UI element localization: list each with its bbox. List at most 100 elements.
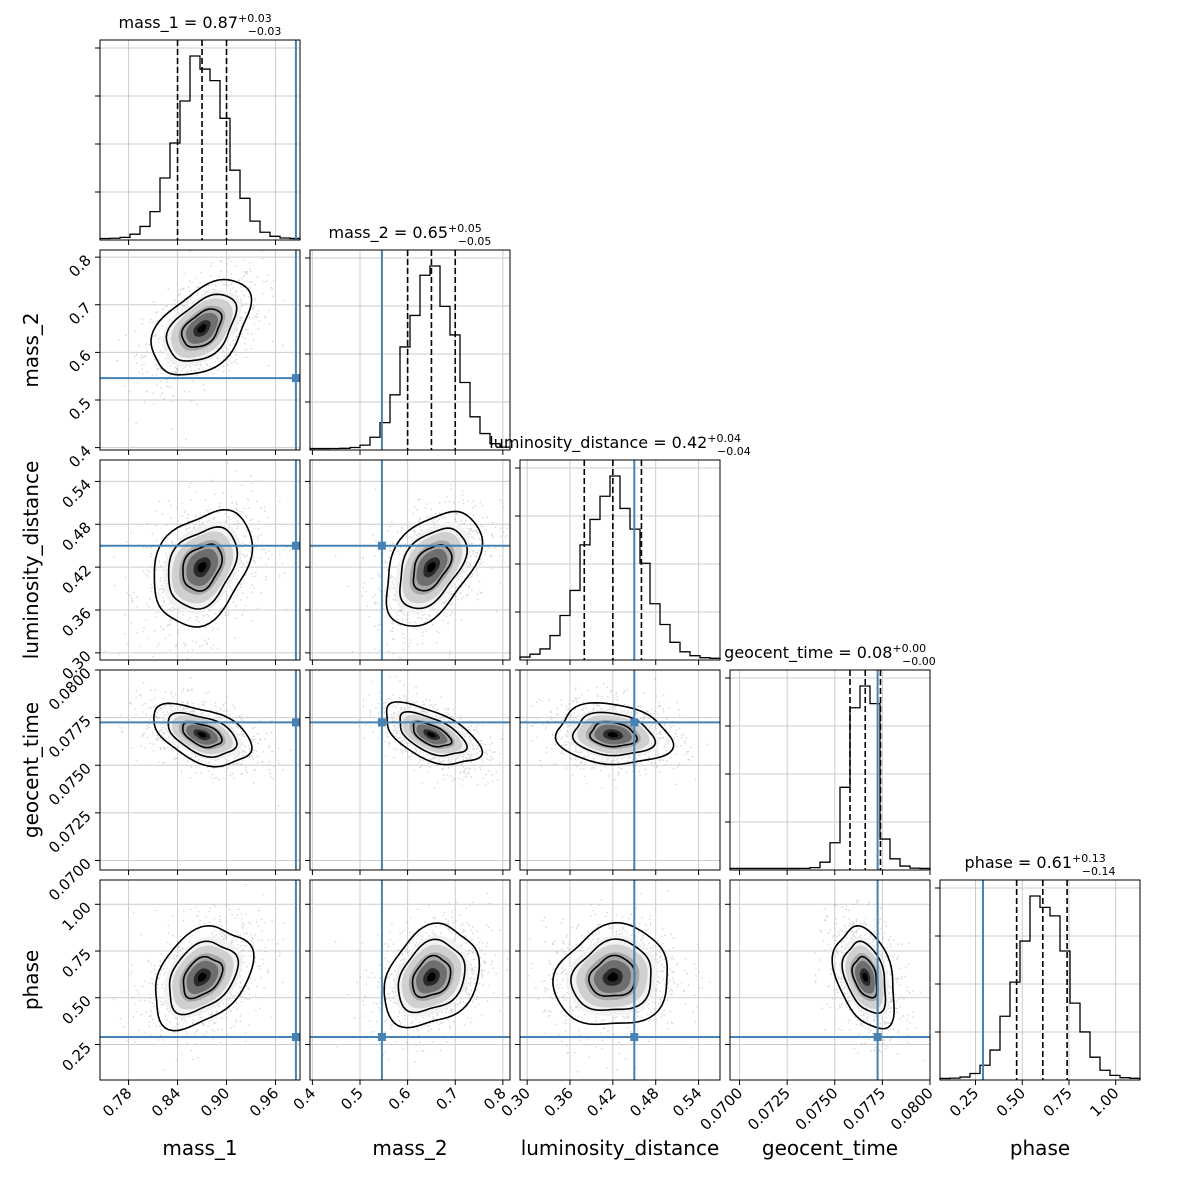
contour-2	[167, 712, 238, 759]
title-main: mass_2 = 0.65	[329, 223, 448, 243]
panel-background	[940, 880, 1140, 1080]
title-main: luminosity_distance = 0.42	[489, 433, 707, 453]
histogram-title: mass_2 = 0.65+0.05 −0.05	[329, 222, 492, 248]
density-peak	[427, 562, 436, 573]
panel-content	[520, 880, 720, 1080]
contour-2	[570, 938, 652, 1012]
density-peak	[197, 732, 207, 738]
title-minus: −0.03	[248, 25, 282, 38]
density-peak	[607, 731, 619, 738]
x-tick-label: 0.0700	[697, 1084, 747, 1134]
density-peak	[607, 972, 618, 982]
x-tick-label: 0.0800	[887, 1084, 937, 1134]
truth-marker	[377, 541, 386, 550]
panel-background	[520, 670, 720, 870]
contour-3	[182, 955, 224, 1000]
contour-2	[399, 527, 469, 610]
histogram-phase: 0.25 0.50 0.75 1.00 phase = 0.61+0.13 −0.14	[935, 852, 1141, 1120]
panel-mass_1-vs-phase: 0.78 0.84 0.90 0.96 0.25 0.50 0.75 1.00	[58, 879, 301, 1120]
histogram-title: geocent_time = 0.08+0.00 −0.00	[724, 642, 936, 668]
x-tick-label: 0.30	[498, 1084, 534, 1120]
truth-marker	[291, 718, 300, 727]
contour-2	[841, 940, 887, 1015]
panel-border	[99, 879, 301, 1081]
truth-marker	[630, 718, 639, 727]
truth-marker	[291, 541, 300, 550]
x-tick-label: 0.5	[337, 1084, 367, 1114]
contour-3	[851, 955, 878, 999]
histogram-steps	[939, 895, 1141, 1080]
histogram-steps	[99, 55, 301, 240]
sample-points	[520, 678, 708, 789]
contour-1	[831, 924, 895, 1030]
histogram-mass_1: mass_1 = 0.87+0.03 −0.03	[95, 12, 301, 245]
y-tick-label: 0.0725	[45, 807, 95, 857]
x-tick-label: 0.90	[197, 1084, 233, 1120]
y-axis-label-mass_2: mass_2	[19, 312, 43, 387]
contour-1	[383, 922, 481, 1029]
x-tick-label: 0.78	[99, 1084, 135, 1120]
density-peak	[197, 562, 207, 573]
title-plus: +0.00	[892, 642, 926, 655]
y-tick-label: 0.0775	[45, 712, 95, 762]
y-tick-label: 0.6	[65, 346, 95, 376]
y-tick-label: 0.0750	[45, 759, 95, 809]
panel-border	[99, 459, 301, 661]
panel-background	[100, 670, 300, 870]
panel-luminosity_distance-vs-geocent_time	[515, 669, 721, 875]
panel-content	[310, 880, 510, 1080]
title-main: phase = 0.61	[965, 853, 1072, 872]
truth-marker	[873, 1033, 882, 1042]
contour-3	[182, 543, 224, 592]
density-peak	[197, 324, 207, 333]
contour-1	[554, 701, 675, 766]
x-tick-label: 0.96	[246, 1084, 282, 1120]
x-tick-label: 0.50	[993, 1084, 1029, 1120]
sample-points	[334, 892, 510, 1063]
y-tick-label: 0.4	[65, 442, 95, 472]
panel-background	[730, 670, 930, 870]
x-tick-label: 1.00	[1086, 1084, 1122, 1120]
y-tick-label: 1.00	[58, 898, 94, 934]
panel-mass_2-vs-geocent_time	[305, 669, 511, 875]
histogram-title: phase = 0.61+0.13 −0.14	[965, 852, 1116, 878]
truth-marker	[377, 718, 386, 727]
x-tick-label: 0.54	[669, 1084, 705, 1120]
panel-background	[730, 880, 930, 1080]
x-tick-label: 0.36	[540, 1084, 576, 1120]
x-axis-label-mass_1: mass_1	[162, 1136, 237, 1160]
title-minus: −0.05	[458, 235, 492, 248]
histogram-mass_2: mass_2 = 0.65+0.05 −0.05	[305, 222, 511, 455]
y-tick-label: 0.54	[58, 476, 94, 512]
panel-mass_2-vs-phase: 0.4 0.5 0.6 0.7 0.8	[290, 879, 511, 1114]
title-plus: +0.03	[238, 12, 272, 25]
y-tick-label: 0.50	[58, 992, 94, 1028]
panel-border	[519, 459, 721, 661]
x-tick-label: 0.4	[290, 1084, 320, 1114]
truth-marker	[291, 374, 300, 383]
panel-luminosity_distance-vs-phase: 0.30 0.36 0.42 0.48 0.54	[498, 879, 721, 1120]
density-peak	[427, 731, 436, 738]
contour-3	[412, 543, 453, 592]
contour-1	[153, 702, 253, 768]
histogram-steps	[729, 685, 931, 870]
contour-1	[552, 921, 669, 1026]
panel-border	[519, 669, 721, 871]
panel-border	[309, 459, 511, 661]
y-axis-label-luminosity_distance: luminosity_distance	[19, 461, 43, 660]
title-plus: +0.13	[1072, 852, 1106, 865]
y-tick-label: 0.36	[58, 604, 94, 640]
histogram-title: mass_1 = 0.87+0.03 −0.03	[119, 12, 282, 38]
x-axis-label-phase: phase	[1010, 1136, 1070, 1160]
panel-border	[309, 669, 511, 871]
x-axis-label-geocent_time: geocent_time	[762, 1136, 898, 1160]
y-tick-label: 0.25	[58, 1039, 94, 1075]
title-plus: +0.04	[707, 432, 741, 445]
histogram-steps	[519, 475, 721, 660]
truth-marker	[377, 1033, 386, 1042]
title-minus: −0.00	[902, 655, 936, 668]
title-main: mass_1 = 0.87	[119, 13, 238, 33]
contour-1	[154, 925, 255, 1032]
x-tick-label: 0.6	[385, 1084, 415, 1114]
